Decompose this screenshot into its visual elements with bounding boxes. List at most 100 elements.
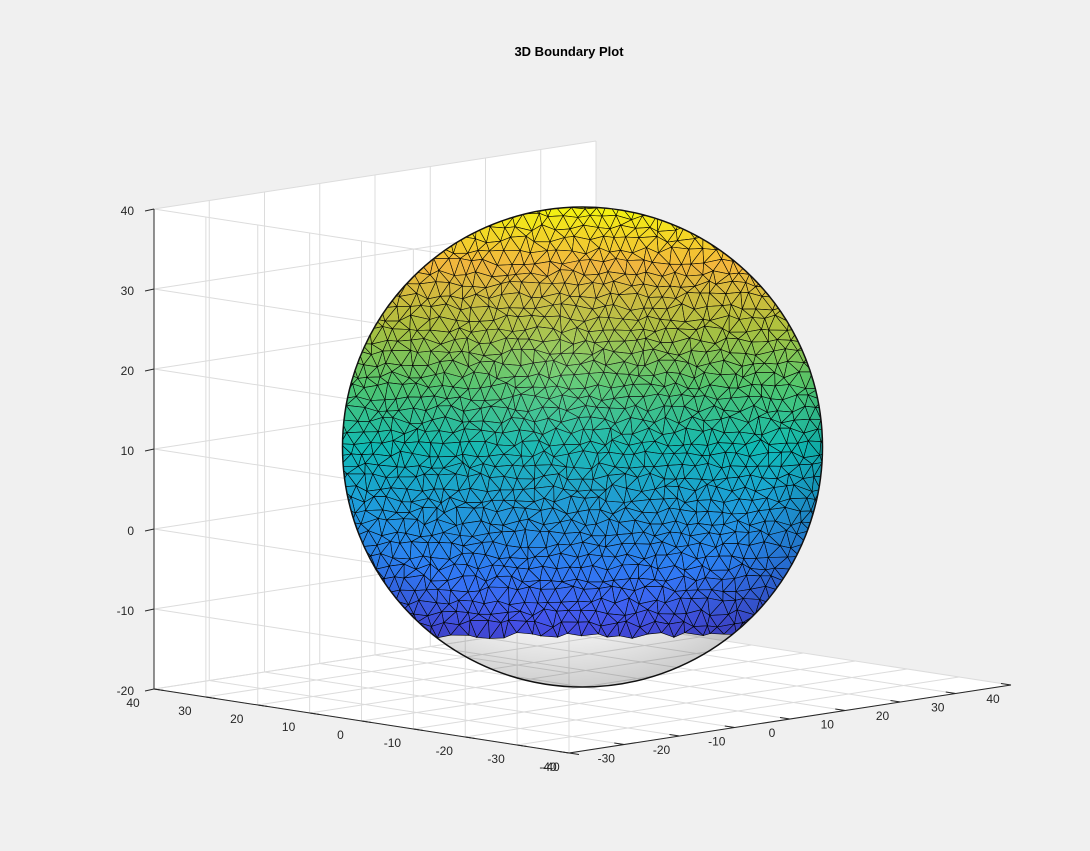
mesh-triangle bbox=[620, 191, 636, 206]
mesh-triangle bbox=[806, 529, 817, 545]
y-tick-label: 30 bbox=[178, 704, 192, 718]
z-tick-mark bbox=[144, 608, 155, 612]
mesh-triangle bbox=[812, 339, 823, 357]
sphere-outline bbox=[341, 206, 824, 688]
mesh-triangle bbox=[648, 207, 663, 216]
z-tick-label: -10 bbox=[117, 604, 135, 618]
mesh-triangle bbox=[736, 249, 755, 264]
mesh-triangle bbox=[754, 620, 773, 633]
y-tick-mark bbox=[361, 720, 372, 723]
mesh-triangle bbox=[828, 463, 843, 480]
x-tick-label: -20 bbox=[653, 743, 671, 757]
z-tick-label: -20 bbox=[117, 684, 135, 698]
mesh-triangle bbox=[830, 429, 840, 444]
y-tick-mark bbox=[153, 688, 165, 691]
mesh-triangle bbox=[629, 207, 643, 208]
mesh-triangle bbox=[817, 512, 823, 524]
mesh-triangle bbox=[813, 361, 823, 377]
mesh-triangle bbox=[770, 600, 786, 615]
mesh-triangle bbox=[809, 522, 823, 532]
mesh-triangle bbox=[797, 569, 809, 580]
y-tick-label: -40 bbox=[539, 760, 557, 774]
mesh-triangle bbox=[812, 360, 822, 377]
x-tick-label: -30 bbox=[598, 752, 616, 766]
mesh-triangle bbox=[679, 213, 698, 227]
y-tick-mark bbox=[257, 704, 268, 707]
x-tick-mark bbox=[1000, 683, 1012, 686]
z-tick-label: 10 bbox=[121, 444, 135, 458]
y-tick-mark bbox=[568, 752, 580, 755]
mesh-triangle bbox=[799, 555, 813, 571]
x-tick-label: 0 bbox=[769, 726, 776, 740]
mesh-triangle bbox=[656, 207, 665, 217]
mesh-triangle bbox=[790, 578, 801, 593]
mesh-triangle bbox=[775, 269, 794, 286]
x-tick-mark bbox=[835, 708, 846, 711]
mesh-triangle bbox=[828, 486, 841, 500]
mesh-triangle bbox=[784, 303, 795, 323]
y-tick-mark bbox=[413, 728, 424, 731]
z-tick-label: 20 bbox=[121, 364, 135, 378]
mesh-triangle bbox=[809, 530, 823, 545]
mesh-triangle bbox=[769, 274, 783, 288]
mesh-triangle bbox=[806, 542, 817, 557]
mesh-triangle bbox=[806, 331, 817, 344]
mesh-triangle bbox=[765, 611, 777, 622]
mesh-triangle bbox=[828, 496, 841, 513]
z-tick-label: 40 bbox=[121, 204, 135, 218]
mesh-triangle bbox=[830, 423, 840, 431]
mesh-triangle bbox=[769, 284, 783, 299]
mesh-triangle bbox=[833, 397, 841, 412]
z-tick-mark bbox=[144, 448, 155, 452]
mesh-triangle bbox=[829, 444, 841, 453]
y-tick-mark bbox=[517, 744, 528, 747]
mesh-triangle bbox=[702, 227, 718, 242]
mesh-triangle bbox=[827, 385, 846, 397]
x-tick-mark bbox=[890, 700, 901, 703]
mesh-triangle bbox=[820, 429, 823, 445]
y-tick-label: 20 bbox=[230, 712, 244, 726]
mesh-triangle bbox=[754, 612, 767, 622]
sphere-shading bbox=[342, 207, 823, 687]
y-tick-label: 40 bbox=[126, 696, 140, 710]
tick-labels: -40-30-20-10010203040-40-30-20-100102030… bbox=[117, 204, 1012, 774]
mesh-triangle bbox=[793, 555, 808, 571]
y-tick-mark bbox=[465, 736, 476, 739]
x-tick-label: 20 bbox=[876, 709, 890, 723]
grid-line-floor-y bbox=[465, 668, 908, 738]
mesh-triangle bbox=[767, 263, 777, 277]
mesh-triangle bbox=[616, 191, 630, 205]
mesh-triangle bbox=[734, 238, 745, 251]
mesh-triangle bbox=[819, 498, 823, 514]
mesh-triangle bbox=[828, 476, 843, 486]
y-tick-label: 0 bbox=[337, 728, 344, 742]
mesh-triangle bbox=[815, 530, 823, 546]
mesh-triangle bbox=[815, 340, 823, 357]
mesh-triangle bbox=[700, 227, 713, 238]
mesh-triangle bbox=[798, 328, 809, 345]
mesh-triangle bbox=[716, 239, 736, 251]
mesh-triangle bbox=[661, 207, 676, 217]
z-tick-mark bbox=[144, 528, 155, 532]
mesh-triangle bbox=[793, 569, 808, 581]
x-tick-mark bbox=[779, 717, 791, 720]
mesh-triangle bbox=[817, 522, 823, 532]
mesh-triangle bbox=[822, 396, 823, 410]
mesh-triangle bbox=[636, 191, 649, 207]
mesh-triangle bbox=[784, 592, 797, 602]
mesh-triangle bbox=[723, 239, 738, 251]
grid-line-floor-y bbox=[413, 660, 856, 730]
mesh-triangle bbox=[747, 262, 758, 276]
mesh-triangle bbox=[820, 418, 823, 431]
mesh-triangle bbox=[755, 264, 771, 277]
mesh-triangle bbox=[595, 207, 608, 209]
x-tick-label: 30 bbox=[931, 701, 945, 715]
mesh-triangle bbox=[806, 555, 815, 571]
mesh-triangle bbox=[642, 191, 656, 205]
grid-line-back-z bbox=[153, 140, 597, 210]
mesh-triangle bbox=[806, 340, 817, 350]
mesh-triangle bbox=[820, 441, 823, 453]
y-tick-label: -20 bbox=[436, 744, 454, 758]
mesh-triangle bbox=[784, 294, 795, 307]
mesh-triangle bbox=[833, 409, 841, 423]
